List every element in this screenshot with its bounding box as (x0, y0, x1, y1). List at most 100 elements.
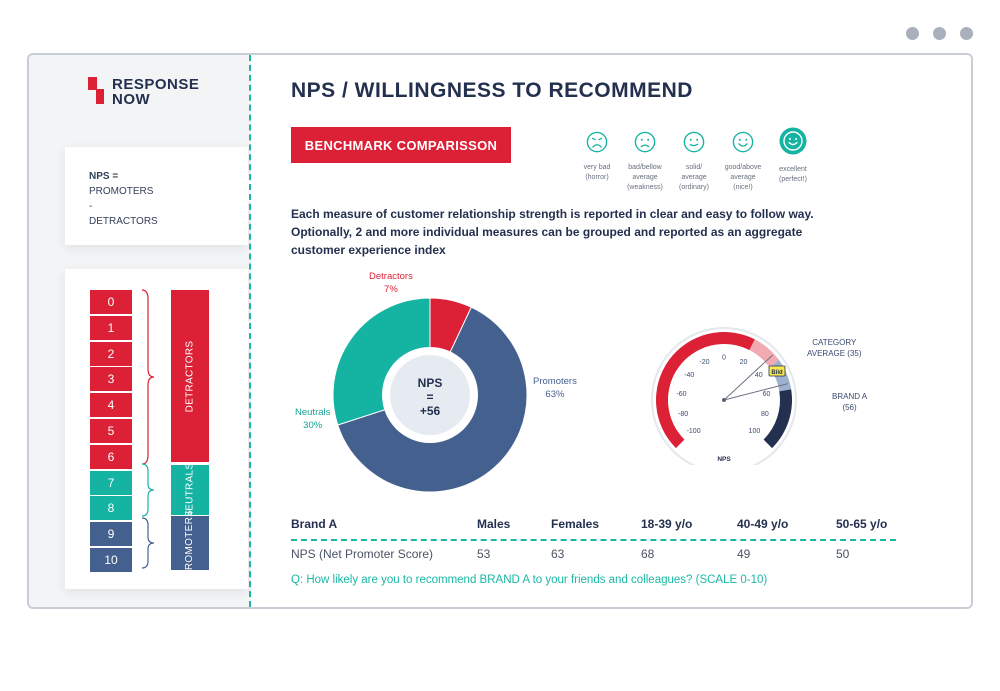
promoters-slice-label: Promoters 63% (533, 375, 577, 401)
nps-gauge-chart: -100 -80 -60 -40 -20 0 20 40 60 80 100 Bild NPS (651, 327, 797, 465)
rating-label: solid/ (685, 164, 703, 171)
gauge-tick-label: 20 (740, 359, 748, 366)
gauge-tick-label: 100 (749, 428, 761, 435)
page-title: NPS / WILLINGNESS TO RECOMMEND (291, 79, 693, 102)
logo-line1: RESPONSE (112, 76, 200, 93)
rating-very-bad[interactable]: very bad (horror) (567, 127, 627, 183)
slice-value: 7% (384, 284, 398, 295)
gauge-tick-label: -40 (684, 372, 694, 379)
rating-average[interactable]: solid/ average (ordinary) (664, 127, 724, 193)
slide-frame: RESPONSE NOW NPS = PROMOTERS - DETRACTOR… (27, 53, 973, 609)
gauge-tick-label: 60 (763, 391, 771, 398)
table-cell: 50 (836, 547, 850, 561)
score-10: 10 (90, 548, 132, 572)
table-header: 40-49 y/o (737, 517, 789, 531)
slice-name: Promoters (533, 376, 577, 387)
donut-center-disc (390, 355, 470, 435)
detractors-label: DETRACTORS (184, 340, 196, 412)
table-header: Males (477, 517, 511, 531)
table-header-row: Brand A Males Females 18-39 y/o 40-49 y/… (291, 513, 896, 537)
score-5: 5 (90, 419, 132, 443)
logo: RESPONSE NOW (88, 77, 199, 107)
detractors-brace-icon (141, 289, 155, 465)
nps-formula-card: NPS = PROMOTERS - DETRACTORS (65, 147, 262, 245)
promoters-bar: PROMOTERS (171, 509, 209, 577)
gauge-tick-label: 0 (722, 355, 726, 362)
marker-label: (56) (842, 403, 857, 412)
table-header: 18-39 y/o (641, 517, 693, 531)
description-line: Optionally, 2 and more individual measur… (291, 225, 803, 239)
rating-excellent[interactable]: excellent (perfect!) (763, 127, 823, 185)
gauge-band-0 (656, 332, 755, 449)
window-dot[interactable] (933, 27, 946, 40)
rating-bad[interactable]: bad/bellow average (weakness) (615, 127, 675, 193)
gauge-badge-text: Bild (771, 370, 783, 376)
rating-label: (weakness) (627, 184, 663, 191)
rating-label: (perfect!) (778, 176, 807, 183)
table-header: Brand A (291, 517, 338, 531)
gauge-tick-label: -60 (676, 391, 686, 398)
rating-good[interactable]: good/above average (nice!) (713, 127, 773, 193)
neutrals-brace-icon (141, 463, 155, 517)
table-row: NPS (Net Promoter Score) 53 63 68 49 50 (291, 543, 896, 567)
window-dot[interactable] (906, 27, 919, 40)
gauge-tick-label: 40 (755, 372, 763, 379)
table-cell: 53 (477, 547, 491, 561)
rating-label: very bad (583, 164, 611, 171)
table-header: 50-65 y/o (836, 517, 888, 531)
gauge-band-1 (749, 339, 780, 368)
score-scale-card: 0 1 2 3 4 5 6 7 8 9 10 DETRACTORS NEUTRALS PROMOTE… (65, 269, 262, 589)
marker-label: BRAND A (832, 392, 868, 401)
rating-label: (horror) (585, 174, 609, 181)
detractors-bar: DETRACTORS (171, 290, 209, 462)
donut-center-line1: NPS (418, 376, 443, 390)
table-cell: NPS (Net Promoter Score) (291, 547, 434, 561)
promoters-label: PROMOTERS (184, 509, 196, 577)
rating-label: good/above (724, 164, 762, 171)
gauge-band-3 (763, 389, 792, 449)
table-cell: 63 (551, 547, 565, 561)
marker-label: AVERAGE (35) (807, 349, 862, 358)
logo-mark-icon (88, 77, 104, 105)
table-separator (291, 539, 896, 541)
score-8: 8 (90, 496, 132, 521)
score-6: 6 (90, 444, 132, 469)
neutral-face-icon (683, 131, 705, 153)
rating-label: excellent (779, 166, 807, 173)
gauge-tick-label: -100 (687, 428, 701, 435)
description-line: customer experience index (291, 243, 446, 257)
formula-line2: PROMOTERS (89, 186, 154, 197)
slice-value: 30% (303, 420, 323, 431)
main-panel: NPS / WILLINGNESS TO RECOMMEND BENCHMARK… (251, 55, 971, 607)
window-dot[interactable] (960, 27, 973, 40)
marker-label: CATEGORY (812, 338, 857, 347)
gauge-tick-label: -80 (678, 411, 688, 418)
score-9: 9 (90, 522, 132, 547)
logo-line2: NOW (112, 91, 151, 108)
sidebar: RESPONSE NOW NPS = PROMOTERS - DETRACTOR… (29, 55, 262, 607)
table-cell: 49 (737, 547, 751, 561)
happy-face-icon (779, 127, 807, 155)
score-2: 2 (90, 341, 132, 366)
table-cell: 68 (641, 547, 655, 561)
table-header: Females (551, 517, 600, 531)
score-0: 0 (90, 290, 132, 314)
smile-face-icon (732, 131, 754, 153)
gauge-badge (768, 365, 786, 377)
slice-name: Detractors (369, 271, 413, 282)
gauge-rim (651, 327, 797, 465)
rating-label: (ordinary) (679, 184, 709, 191)
window-controls (906, 27, 973, 40)
benchmark-comparison-button[interactable]: BENCHMARK COMPARISSON (291, 127, 511, 163)
gauge-needle-0 (723, 354, 773, 401)
slice-value: 63% (545, 389, 565, 400)
rating-label: (nice!) (733, 184, 753, 191)
sad-face-icon (634, 131, 656, 153)
formula-line1: NPS = (89, 171, 119, 182)
gauge-needle-1 (723, 383, 789, 401)
formula-line3: - (89, 201, 93, 212)
formula-line4: DETRACTORS (89, 216, 158, 227)
score-1: 1 (90, 315, 132, 340)
brand-a-label: BRAND A (56) (832, 391, 867, 413)
gauge-title: NPS (717, 456, 731, 463)
